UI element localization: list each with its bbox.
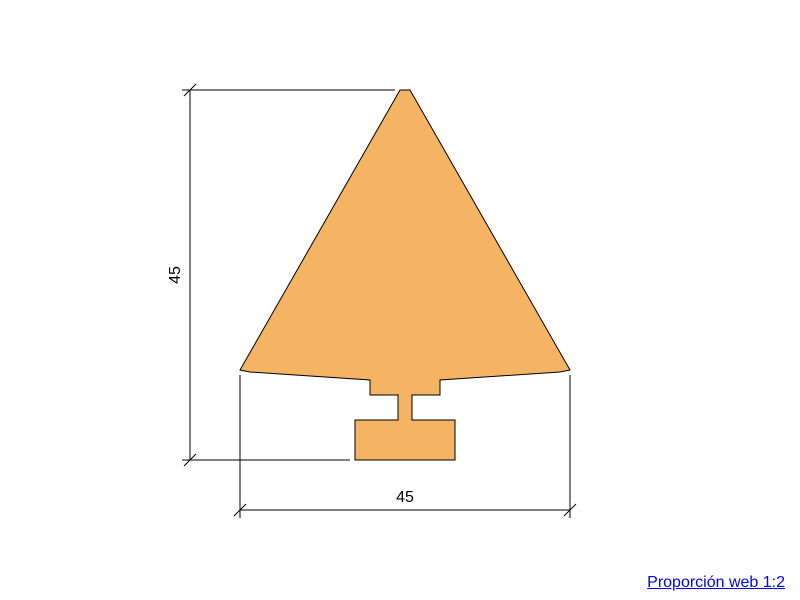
dimension-horizontal-value: 45 <box>396 489 414 506</box>
profile-shape <box>240 90 570 460</box>
technical-drawing: 45 45 <box>0 0 800 600</box>
dimension-vertical-value: 45 <box>167 266 184 284</box>
scale-label: Proporción web 1:2 <box>647 574 785 592</box>
